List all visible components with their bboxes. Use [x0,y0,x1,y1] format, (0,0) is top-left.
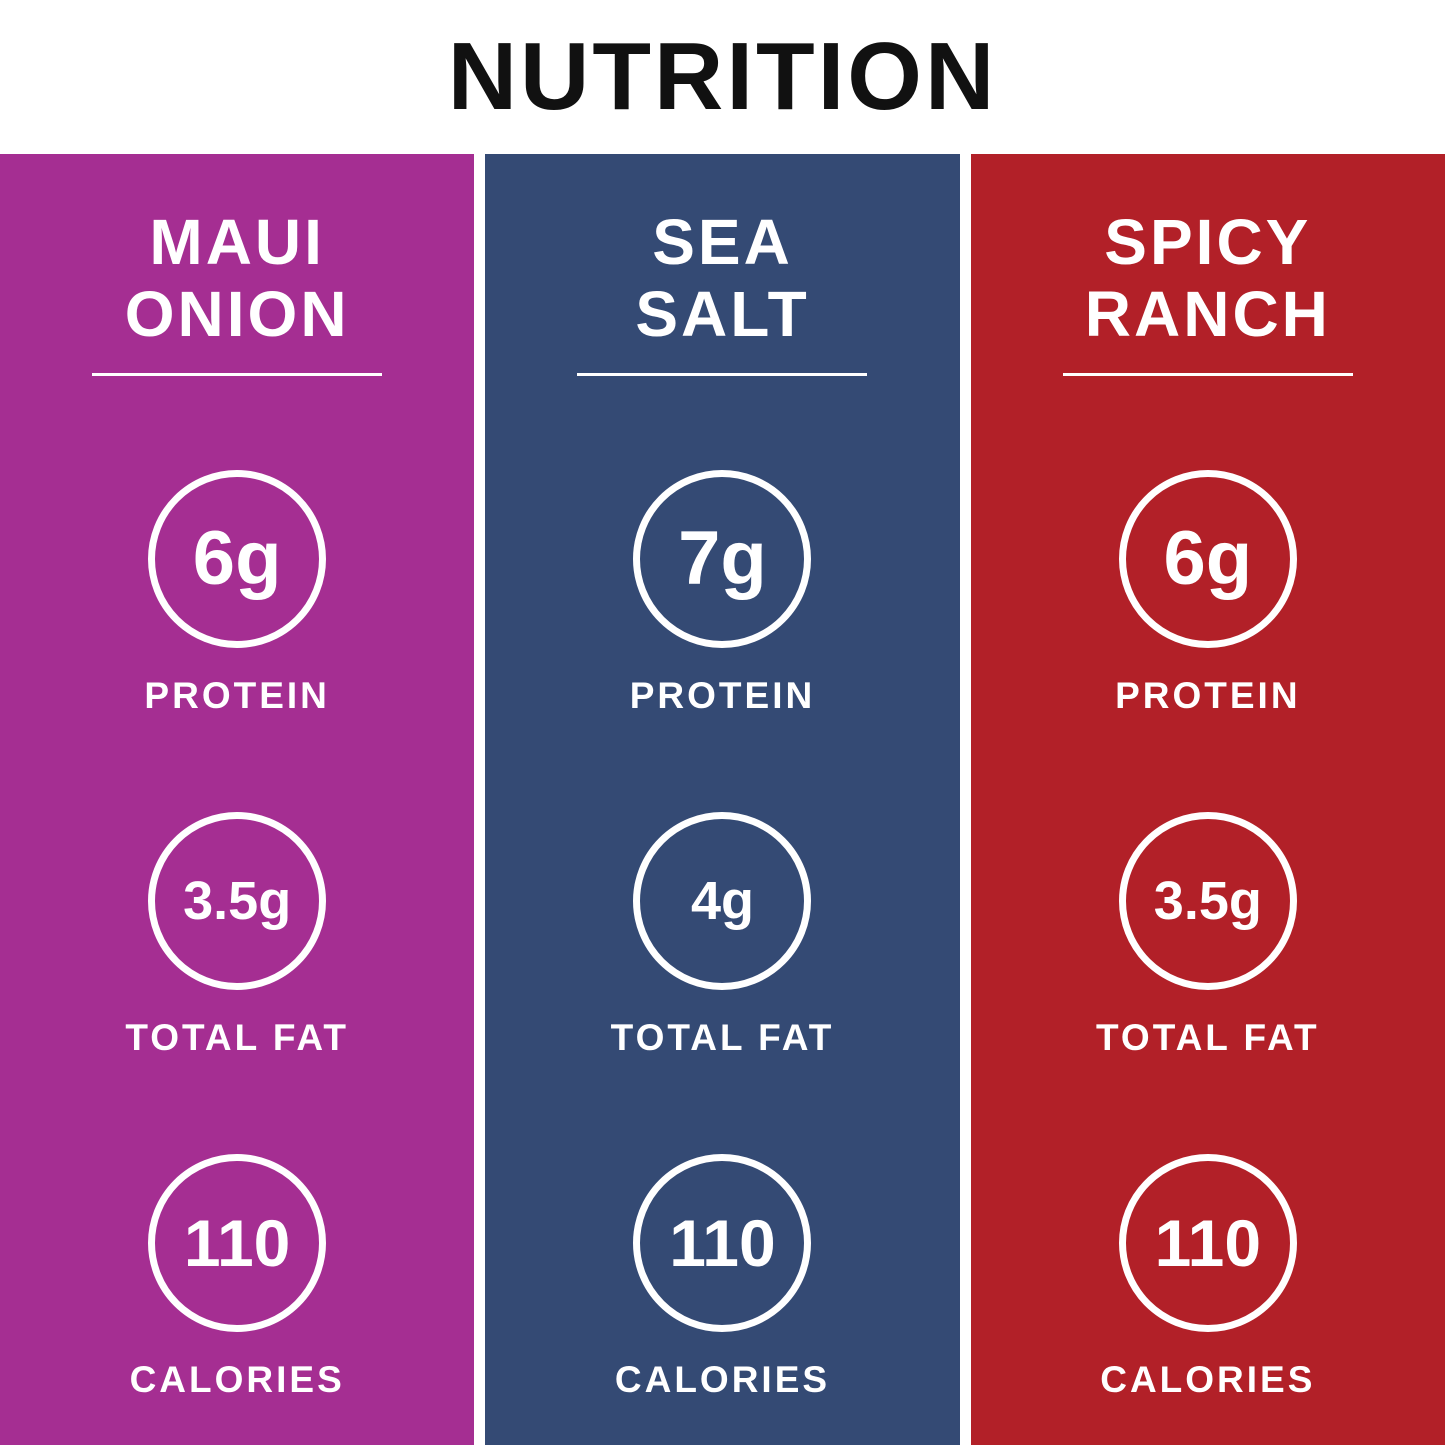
flavor-name: MAUI ONION [125,206,350,351]
protein-label: PROTEIN [629,674,816,716]
flavor-columns: MAUI ONION 6g PROTEIN 3.5g TOTAL FAT 110 [0,154,1445,1445]
flavor-name-line2: ONION [124,278,350,351]
flavor-name: SEA SALT [635,206,809,351]
protein-label: PROTEIN [1115,674,1301,716]
total-fat-label: TOTAL FAT [610,1017,835,1059]
flavor-underline [92,372,383,376]
protein-circle: 6g [1118,469,1297,648]
total-fat-label: TOTAL FAT [1096,1017,1320,1059]
stat-calories: 110 CALORIES [130,1154,345,1402]
total-fat-circle: 4g [633,812,812,991]
protein-circle: 7g [633,469,812,648]
stat-calories: 110 CALORIES [1100,1154,1315,1402]
stat-total-fat: 4g TOTAL FAT [611,812,835,1060]
total-fat-value: 4g [690,871,754,932]
protein-circle: 6g [148,469,327,648]
calories-value: 110 [183,1206,291,1281]
flavor-column-maui-onion: MAUI ONION 6g PROTEIN 3.5g TOTAL FAT 110 [0,154,475,1445]
protein-value: 6g [192,515,282,601]
calories-value: 110 [669,1206,776,1281]
total-fat-circle: 3.5g [148,812,327,991]
calories-label: CALORIES [614,1359,831,1401]
stat-protein: 7g PROTEIN [629,469,816,718]
page-title: NUTRITION [447,23,998,130]
flavor-name: SPICY RANCH [1085,206,1331,351]
calories-circle: 110 [633,1154,812,1333]
protein-value: 7g [678,515,767,601]
total-fat-label: TOTAL FAT [125,1017,349,1059]
flavor-column-spicy-ranch: SPICY RANCH 6g PROTEIN 3.5g TOTAL FAT 11… [970,154,1445,1445]
calories-circle: 110 [148,1154,327,1333]
flavor-name-line2: SALT [635,278,810,351]
stat-protein: 6g PROTEIN [144,469,330,718]
calories-label: CALORIES [1100,1359,1316,1401]
protein-value: 6g [1163,515,1253,601]
total-fat-value: 3.5g [1153,871,1262,932]
flavor-name-line1: SEA [652,206,793,278]
flavor-column-sea-salt: SEA SALT 7g PROTEIN 4g TOTAL FAT 110 [485,154,960,1445]
total-fat-circle: 3.5g [1118,812,1297,991]
header: NUTRITION [0,0,1445,154]
stat-total-fat: 3.5g TOTAL FAT [1096,812,1320,1060]
flavor-underline [577,372,868,376]
stat-protein: 6g PROTEIN [1115,469,1301,718]
flavor-underline [1062,372,1353,376]
calories-circle: 110 [1118,1154,1297,1333]
stat-calories: 110 CALORIES [615,1154,830,1402]
stat-total-fat: 3.5g TOTAL FAT [125,812,349,1060]
flavor-name-line2: RANCH [1084,278,1331,351]
protein-label: PROTEIN [144,674,330,716]
calories-label: CALORIES [129,1359,345,1401]
total-fat-value: 3.5g [183,871,292,932]
flavor-name-line1: MAUI [149,206,325,278]
calories-value: 110 [1154,1206,1262,1281]
flavor-name-line1: SPICY [1104,206,1312,278]
